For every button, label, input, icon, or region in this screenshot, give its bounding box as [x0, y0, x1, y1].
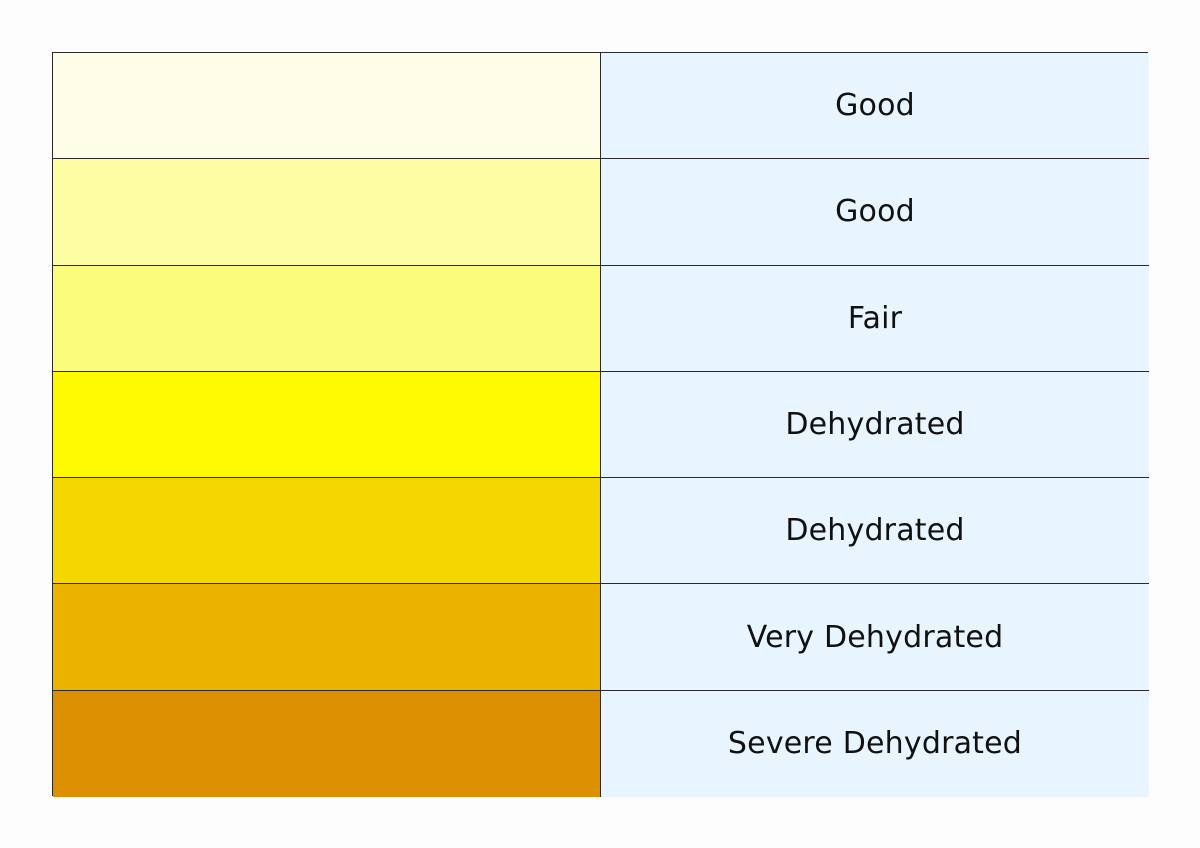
status-cell: Dehydrated: [601, 371, 1149, 479]
color-swatch: [53, 159, 601, 266]
status-label: Dehydrated: [785, 513, 965, 549]
color-swatch: [53, 584, 601, 691]
status-label: Severe Dehydrated: [727, 726, 1023, 762]
status-cell: Dehydrated: [601, 478, 1149, 585]
color-swatch: [53, 478, 601, 585]
hydration-color-chart: Good Good Fair Dehydrated Dehydrated Ver…: [52, 52, 1149, 798]
status-cell: Very Dehydrated: [601, 584, 1149, 691]
status-cell: Good: [601, 159, 1149, 266]
color-swatch: [53, 690, 601, 798]
color-swatch: [53, 371, 601, 479]
status-label: Very Dehydrated: [746, 619, 1004, 655]
status-cell: Severe Dehydrated: [601, 690, 1149, 798]
status-label: Dehydrated: [785, 407, 965, 443]
status-label: Good: [835, 88, 915, 124]
status-cell: Good: [601, 53, 1149, 160]
status-cell: Fair: [601, 265, 1149, 372]
status-label: Fair: [847, 300, 903, 336]
color-swatch: [53, 53, 601, 160]
status-label: Good: [835, 194, 915, 230]
color-swatch: [53, 265, 601, 372]
